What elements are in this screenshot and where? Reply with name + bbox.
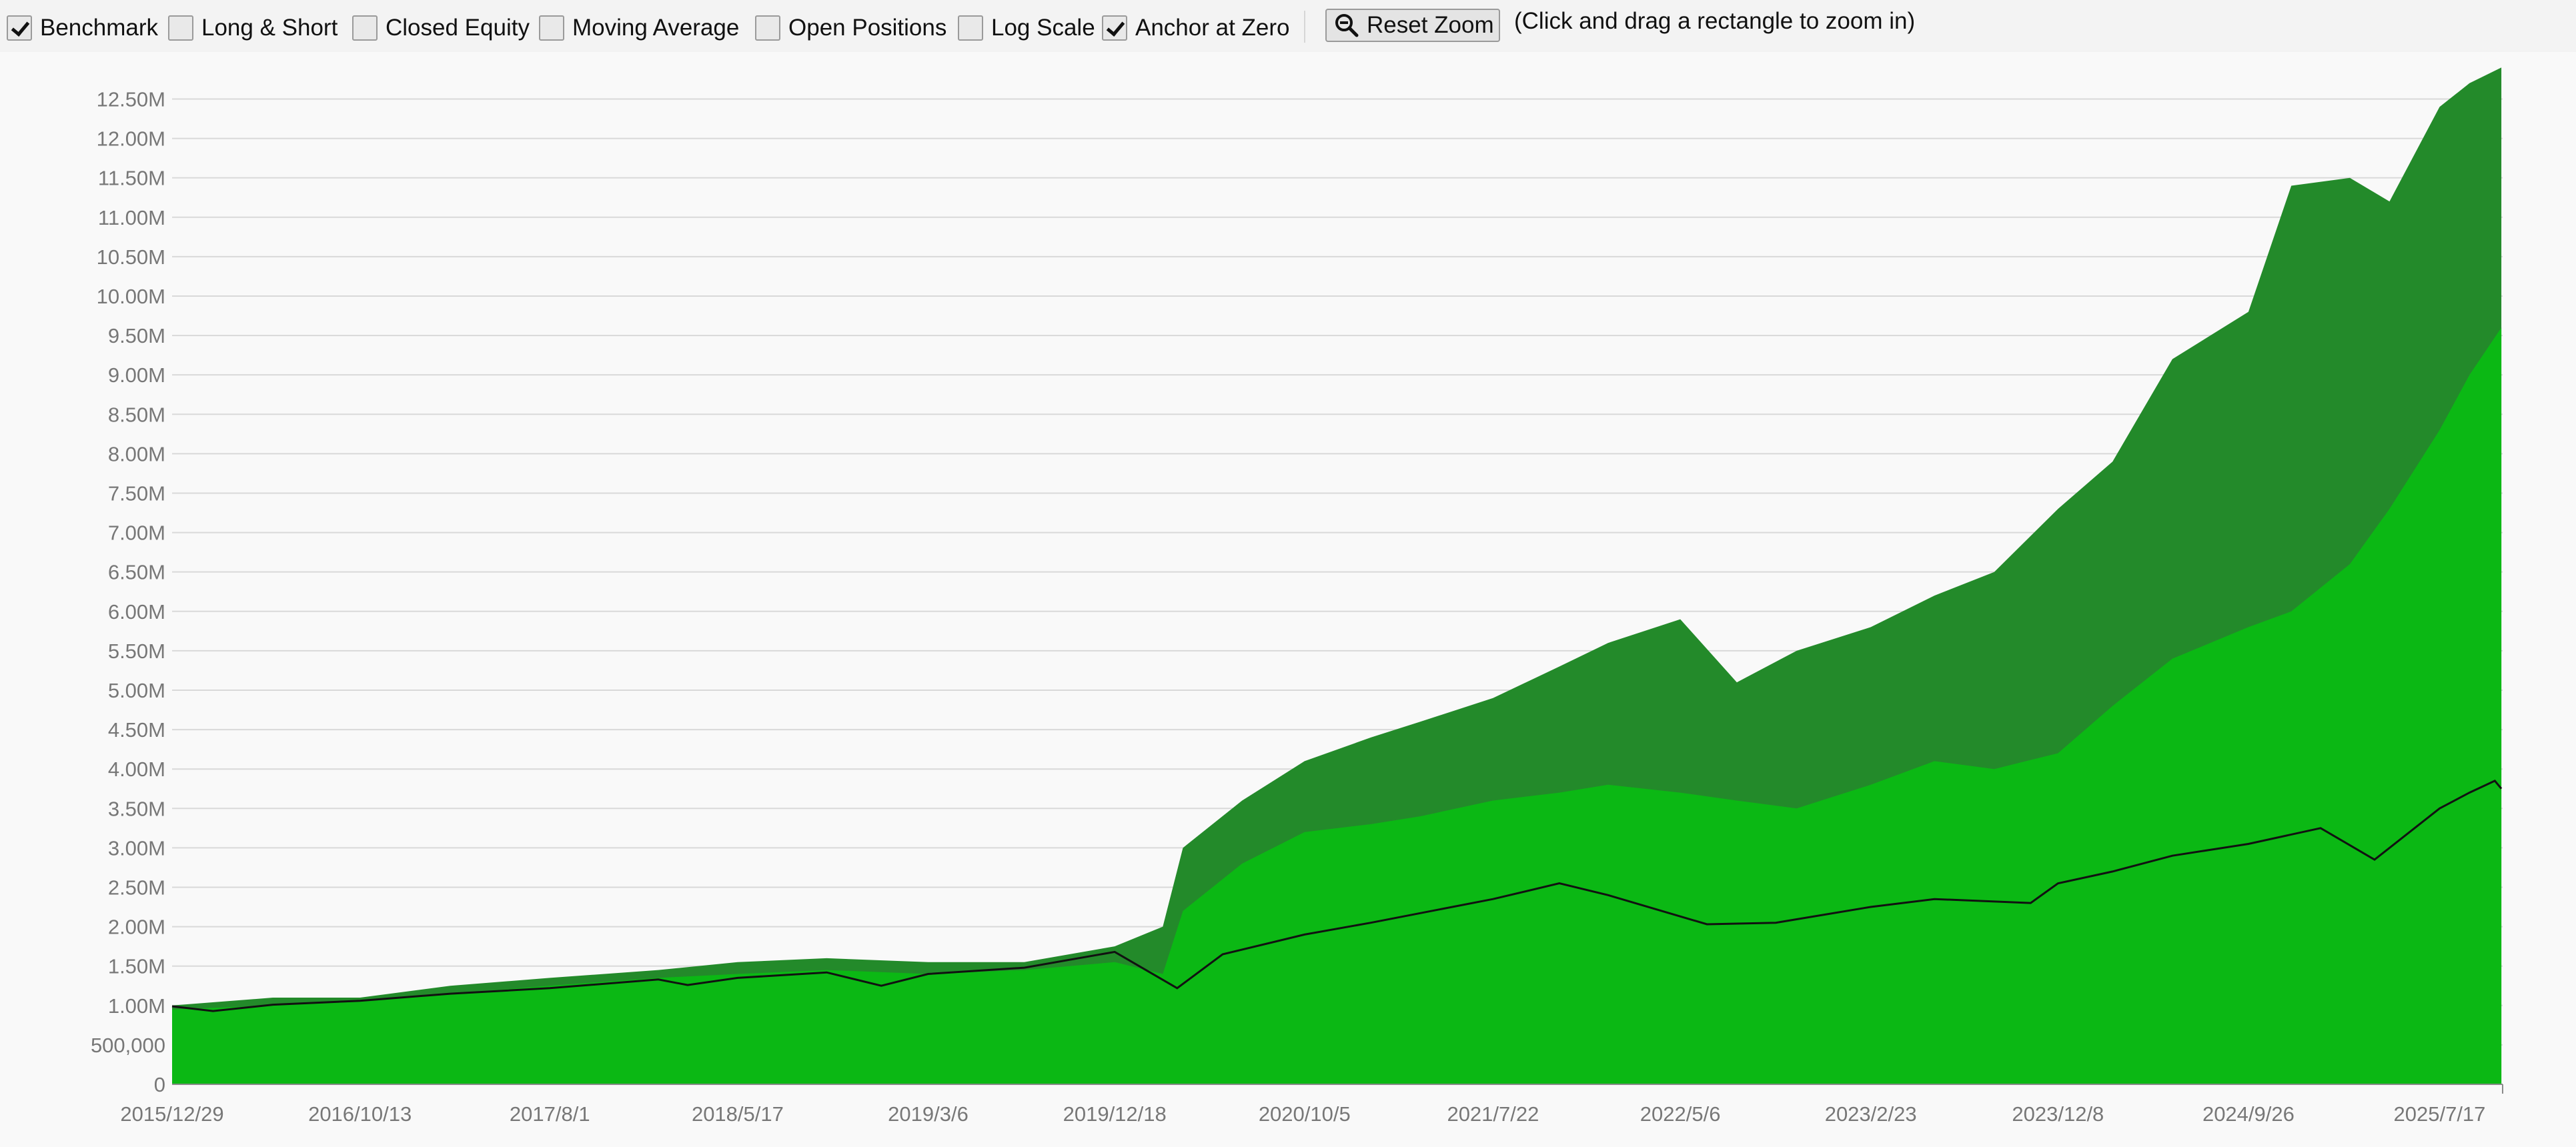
y-tick-label: 500,000 xyxy=(91,1034,165,1057)
benchmark-checkbox[interactable]: Benchmark xyxy=(7,9,158,47)
x-tick-label: 2019/12/18 xyxy=(1063,1102,1167,1126)
open-positions-checkbox[interactable]: Open Positions xyxy=(755,9,946,47)
y-tick-label: 7.00M xyxy=(108,521,165,545)
checkbox-icon[interactable] xyxy=(1102,15,1127,41)
x-tick-label: 2023/2/23 xyxy=(1825,1102,1917,1126)
checkbox-icon[interactable] xyxy=(7,15,32,41)
y-tick-label: 6.50M xyxy=(108,561,165,584)
toolbar-separator xyxy=(1304,11,1305,43)
reset-zoom-button[interactable]: Reset Zoom xyxy=(1325,9,1500,42)
x-tick-label: 2022/5/6 xyxy=(1640,1102,1721,1126)
moving-average-label: Moving Average xyxy=(572,15,740,41)
y-tick-label: 2.00M xyxy=(108,916,165,939)
zoom-hint-text: (Click and drag a rectangle to zoom in) xyxy=(1514,8,1916,34)
open-positions-label: Open Positions xyxy=(788,15,947,41)
x-axis: 2015/12/29 2016/10/13 2017/8/1 2018/5/17 201… xyxy=(120,1084,2503,1126)
log-scale-label: Log Scale xyxy=(991,15,1095,41)
y-tick-label: 3.00M xyxy=(108,836,165,860)
anchor-at-zero-label: Anchor at Zero xyxy=(1135,15,1290,41)
y-tick-label: 1.50M xyxy=(108,955,165,978)
reset-zoom-label: Reset Zoom xyxy=(1367,12,1494,38)
x-tick-label: 2025/7/17 xyxy=(2394,1102,2486,1126)
equity-chart[interactable]: 0 500,000 1.00M 1.50M 2.00M 2.50M 3.00M 3.50M 4.… xyxy=(0,52,2576,1147)
closed-equity-label: Closed Equity xyxy=(386,15,530,41)
y-tick-label: 10.50M xyxy=(97,245,165,269)
y-tick-label: 4.00M xyxy=(108,758,165,781)
y-tick-label: 6.00M xyxy=(108,600,165,624)
y-tick-label: 0 xyxy=(154,1073,165,1096)
y-tick-label: 8.00M xyxy=(108,442,165,465)
benchmark-line xyxy=(171,780,2503,1012)
chart-areas xyxy=(172,67,2502,1085)
y-tick-label: 3.50M xyxy=(108,797,165,820)
x-tick-label: 2020/10/5 xyxy=(1259,1102,1351,1126)
x-tick-label: 2016/10/13 xyxy=(308,1102,412,1126)
y-tick-label: 8.50M xyxy=(108,403,165,426)
checkbox-icon[interactable] xyxy=(352,15,378,41)
y-tick-label: 11.50M xyxy=(98,167,165,190)
x-tick-label: 2023/12/8 xyxy=(2012,1102,2104,1126)
x-tick-label: 2019/3/6 xyxy=(888,1102,969,1126)
checkbox-icon[interactable] xyxy=(755,15,780,41)
checkbox-icon[interactable] xyxy=(168,15,193,41)
equity-area xyxy=(172,327,2502,1084)
x-tick-label: 2024/9/26 xyxy=(2202,1102,2295,1126)
y-tick-label: 5.50M xyxy=(108,640,165,663)
x-tick-label: 2017/8/1 xyxy=(510,1102,590,1126)
y-tick-label: 2.50M xyxy=(108,876,165,899)
y-tick-label: 5.00M xyxy=(108,679,165,702)
long-short-checkbox[interactable]: Long & Short xyxy=(168,9,338,47)
benchmark-label: Benchmark xyxy=(40,15,159,41)
y-tick-label: 11.00M xyxy=(98,206,165,229)
checkbox-icon[interactable] xyxy=(958,15,983,41)
y-tick-label: 10.00M xyxy=(97,285,165,308)
log-scale-checkbox[interactable]: Log Scale xyxy=(958,9,1095,47)
anchor-at-zero-checkbox[interactable]: Anchor at Zero xyxy=(1102,9,1290,47)
checkbox-icon[interactable] xyxy=(539,15,564,41)
y-axis: 0 500,000 1.00M 1.50M 2.00M 2.50M 3.00M 3.50M 4.… xyxy=(91,87,165,1096)
y-tick-label: 9.00M xyxy=(108,363,165,387)
x-tick-label: 2015/12/29 xyxy=(120,1102,223,1126)
long-short-label: Long & Short xyxy=(201,15,338,41)
toolbar: Benchmark Long & Short Closed Equity Mov… xyxy=(0,0,2576,52)
y-tick-label: 7.50M xyxy=(108,481,165,505)
closed-equity-checkbox[interactable]: Closed Equity xyxy=(352,9,530,47)
x-tick-label: 2018/5/17 xyxy=(692,1102,784,1126)
y-tick-label: 4.50M xyxy=(108,718,165,742)
y-tick-label: 9.50M xyxy=(108,324,165,347)
chart-lines xyxy=(171,780,2503,1012)
x-tick-label: 2021/7/22 xyxy=(1447,1102,1539,1126)
moving-average-checkbox[interactable]: Moving Average xyxy=(539,9,739,47)
zoom-out-icon xyxy=(1333,12,1360,39)
y-tick-label: 12.00M xyxy=(97,127,165,151)
y-tick-label: 12.50M xyxy=(97,87,165,111)
y-tick-label: 1.00M xyxy=(108,994,165,1018)
